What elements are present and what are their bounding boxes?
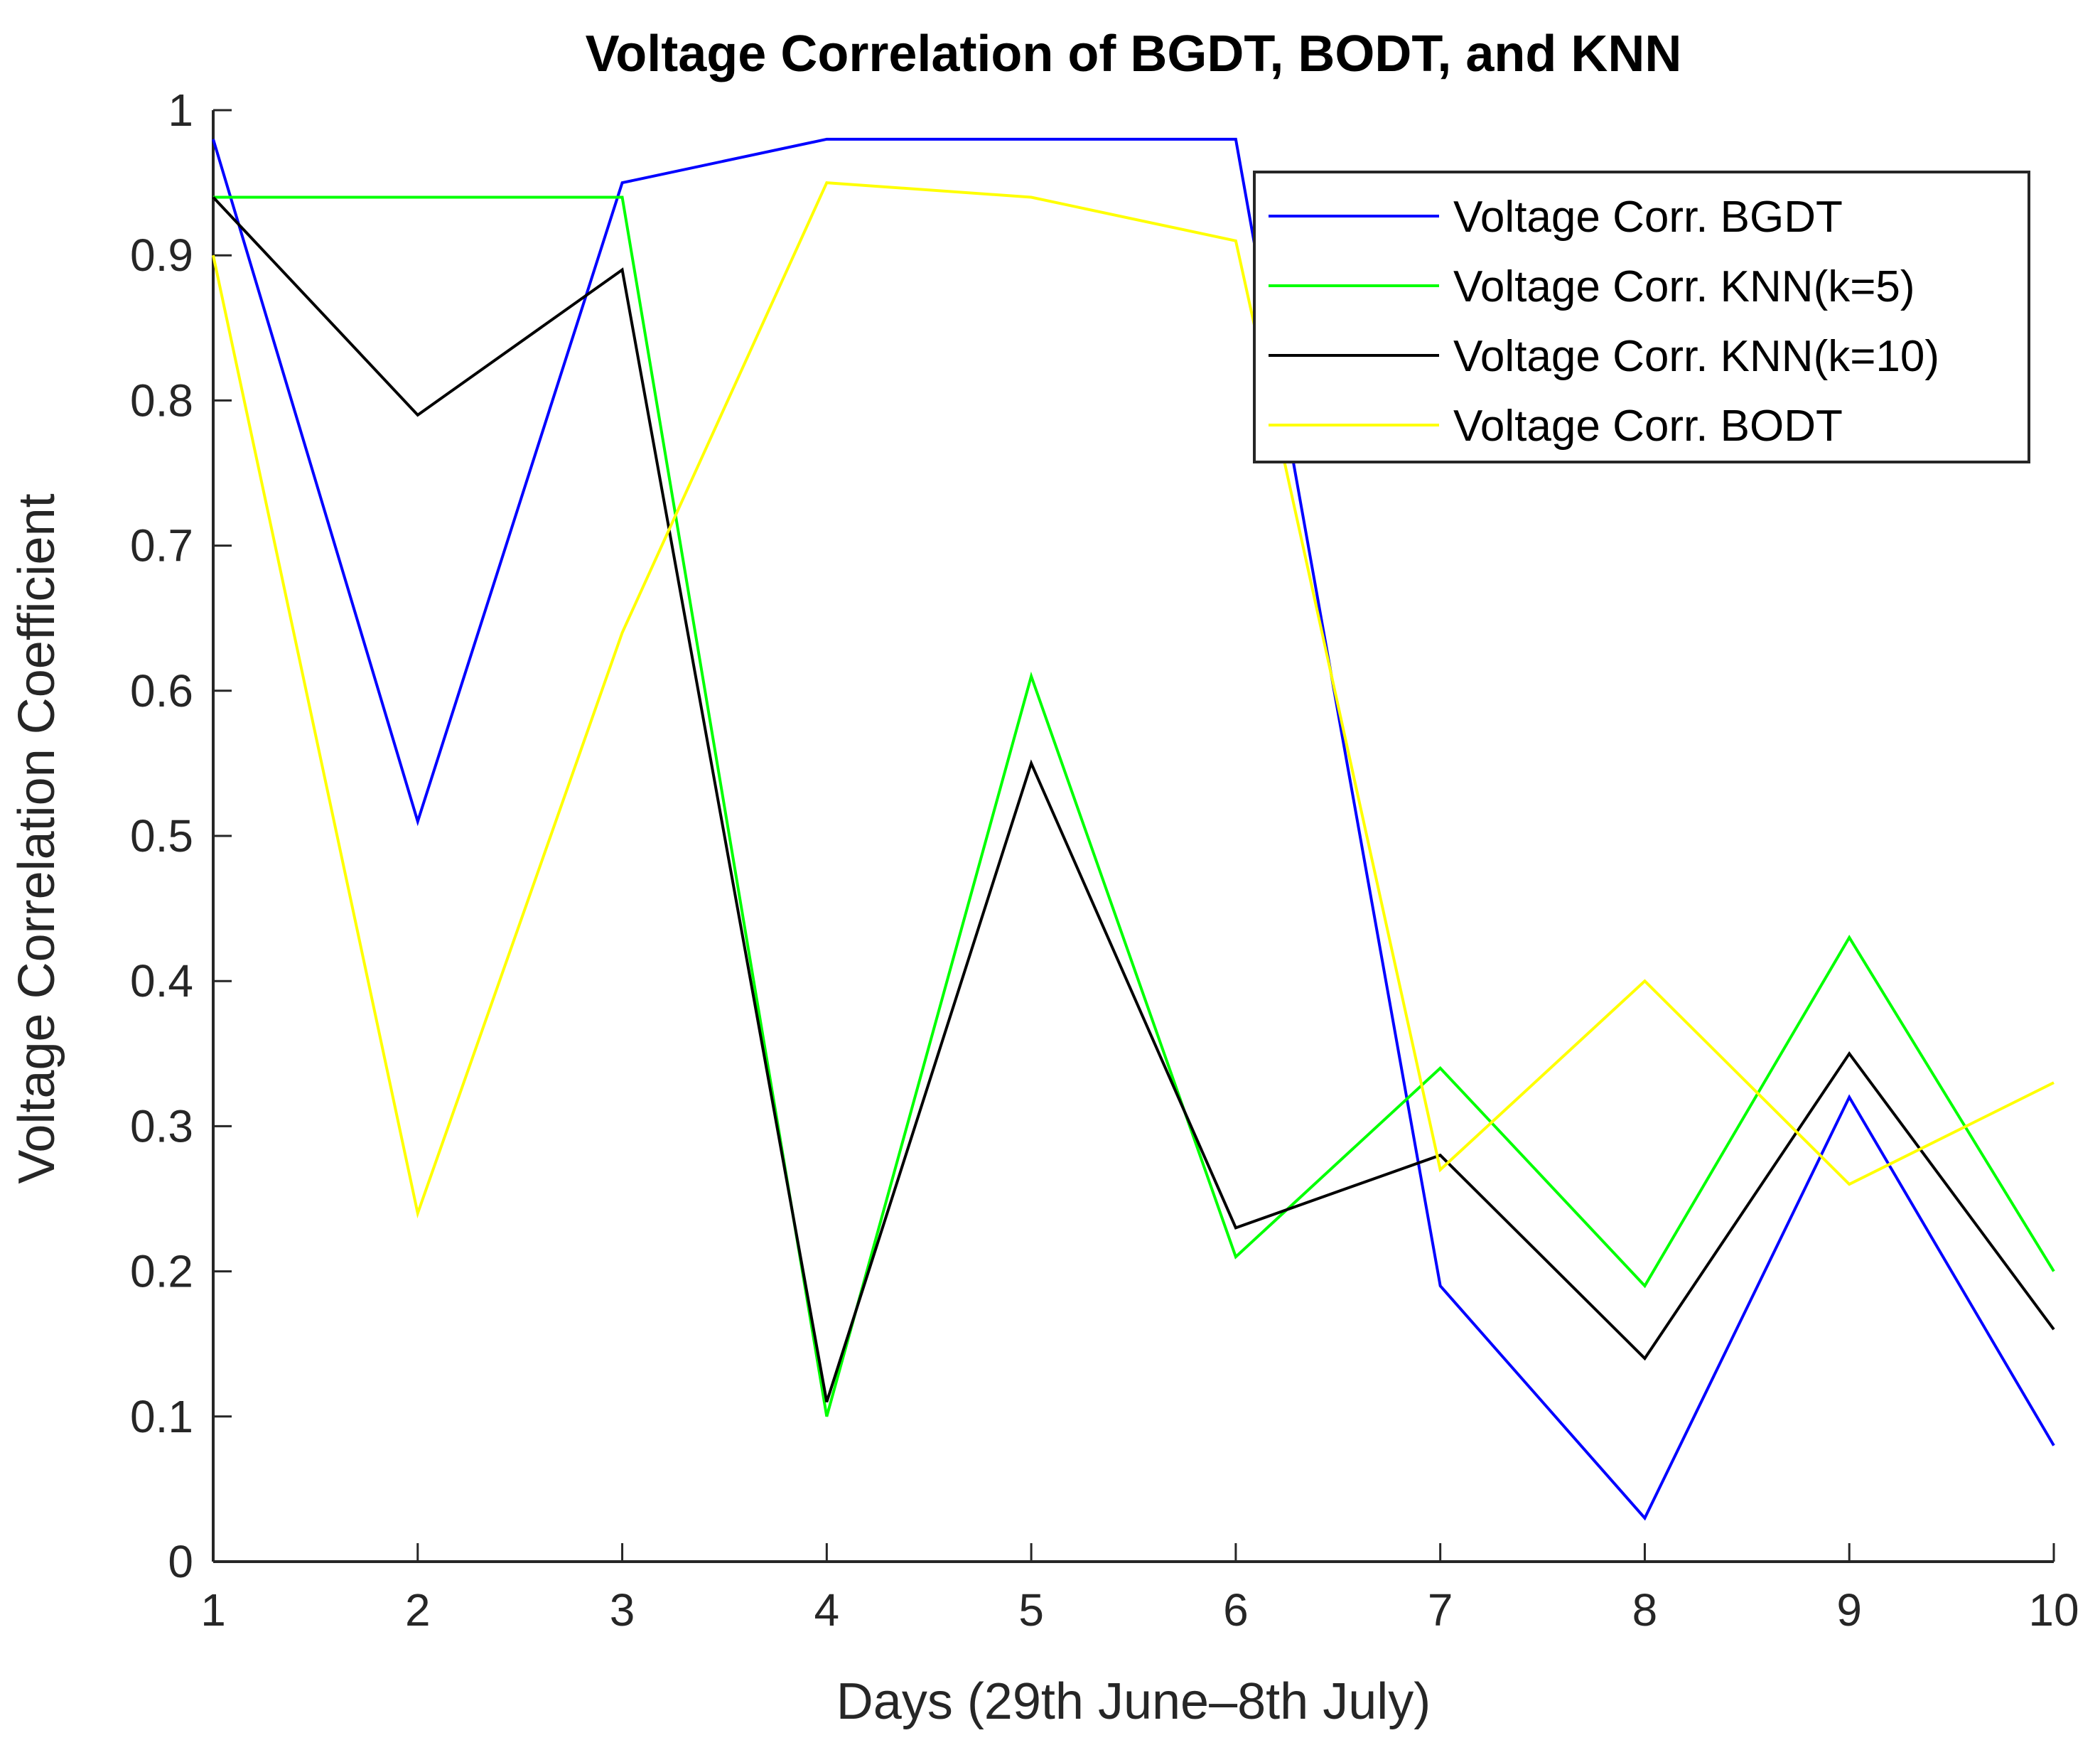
legend-box	[1253, 171, 2030, 463]
legend-label: Voltage Corr. BODT	[1453, 402, 1843, 451]
x-tick-label: 10	[2028, 1584, 2079, 1636]
series-line-3	[212, 196, 2055, 1402]
x-tick-label: 9	[1836, 1584, 1862, 1636]
y-axis-label: Voltage Correlation Coefficient	[9, 493, 65, 1183]
axes: 1 2 3 4 5 6 7 8 9 10 0 0.1 0.2 0.3 0.4 0.5 0.6 0.7 0.8 0.9 1	[130, 85, 2079, 1636]
series-line-2	[213, 195, 2055, 1417]
y-tick-label: 0.9	[130, 230, 193, 281]
y-tick-label: 0.7	[130, 520, 193, 571]
x-tick-label: 2	[405, 1584, 431, 1636]
series-group	[212, 137, 2055, 1521]
x-tick-label: 4	[814, 1584, 840, 1636]
legend: Voltage Corr. BGDT Voltage Corr. KNN(k=5)…	[1253, 171, 2030, 463]
series-line-1	[212, 137, 2055, 1521]
y-tick-label: 0.1	[130, 1391, 193, 1442]
legend-label: Voltage Corr. BGDT	[1453, 193, 1843, 242]
series-line-4	[212, 181, 2055, 1219]
y-tick-label: 0	[168, 1536, 193, 1587]
x-tick-label: 3	[610, 1584, 635, 1636]
chart-title: Voltage Correlation of BGDT, BODT, and K…	[586, 26, 1682, 82]
x-tick-label: 8	[1632, 1584, 1658, 1636]
x-tick-label: 5	[1018, 1584, 1044, 1636]
y-tick-label: 1	[168, 85, 193, 136]
y-tick-label: 0.6	[130, 665, 193, 716]
x-tick-label: 1	[200, 1584, 226, 1636]
y-tick-label: 0.2	[130, 1246, 193, 1297]
legend-label: Voltage Corr. KNN(k=10)	[1453, 332, 1939, 381]
x-axis-label: Days (29th June–8th July)	[836, 1673, 1431, 1730]
legend-label: Voltage Corr. KNN(k=5)	[1453, 262, 1915, 311]
y-tick-label: 0.8	[130, 375, 193, 426]
y-tick-label: 0.5	[130, 810, 193, 861]
y-tick-label: 0.3	[130, 1100, 193, 1152]
y-tick-label: 0.4	[130, 955, 193, 1006]
x-tick-label: 6	[1223, 1584, 1249, 1636]
x-tick-label: 7	[1428, 1584, 1453, 1636]
